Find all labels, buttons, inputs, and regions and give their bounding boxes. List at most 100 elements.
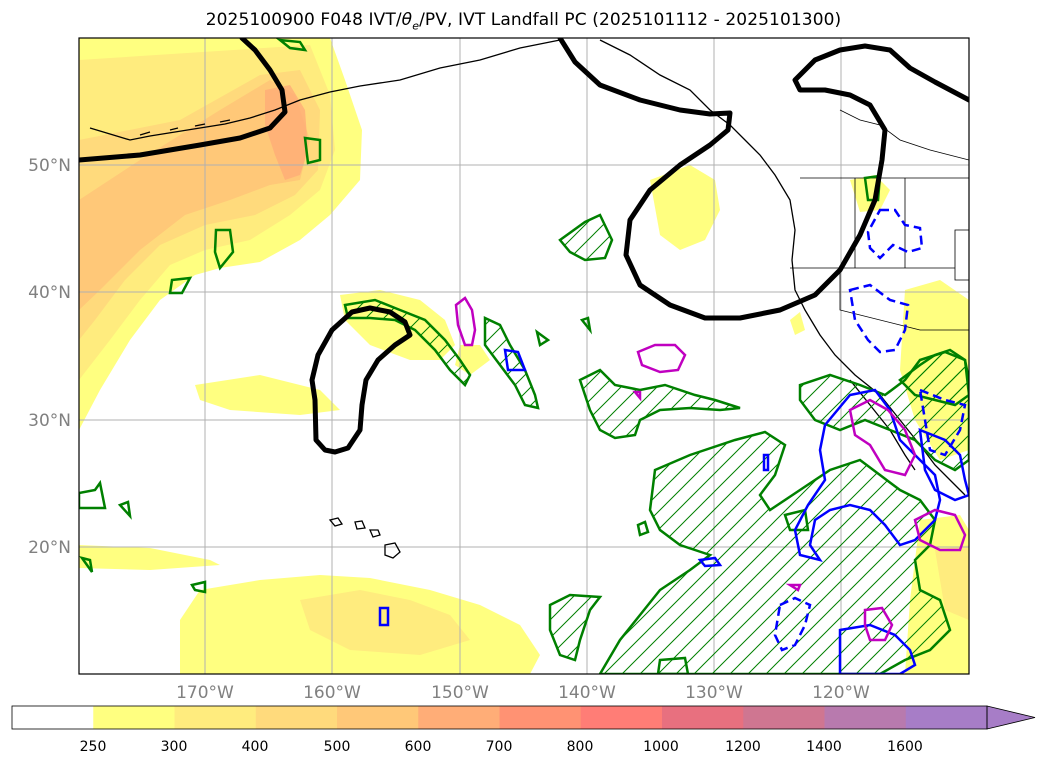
- lat-label-20n: 20°N: [28, 538, 71, 558]
- colorbar-cell: [905, 706, 988, 729]
- lon-label-160w: 160°W: [303, 683, 361, 703]
- interior-border: [839, 109, 969, 161]
- pc-small-2: [303, 136, 322, 165]
- pc-small-9: [863, 174, 882, 202]
- colorbar-cell: [12, 706, 94, 729]
- colorbar-cells: [12, 706, 988, 729]
- lon-label-140w: 140°W: [558, 683, 616, 703]
- hawaii-1: [328, 517, 344, 527]
- pv-contours: [454, 296, 967, 642]
- ivt-shading-south: [79, 545, 220, 570]
- state-border-2: [839, 268, 921, 331]
- pc-region-southeast: [598, 430, 952, 674]
- colorbar-label-800: 800: [567, 739, 594, 755]
- pc-small-6: [79, 555, 94, 573]
- pc-small-7: [190, 580, 207, 594]
- jet-contour-central: [309, 305, 413, 455]
- colorbar-label-300: 300: [161, 739, 188, 755]
- lat-label-40n: 40°N: [28, 283, 71, 303]
- colorbar-label-1600: 1600: [887, 739, 923, 755]
- map-title: 2025100900 F048 IVT/θe/PV, IVT Landfall …: [0, 10, 1047, 32]
- ivt-shading-east-4: [935, 545, 969, 620]
- title-theta-sub: e: [412, 19, 420, 33]
- theta-solid-small-3: [378, 606, 390, 627]
- theta-dashed-south: [773, 596, 812, 652]
- ivt-shading-east-5: [790, 312, 805, 335]
- colorbar-cell: [499, 706, 582, 729]
- theta-contours: [378, 208, 969, 674]
- theta-dashed-east: [918, 388, 967, 457]
- pv-north: [454, 296, 477, 347]
- lon-label-130w: 130°W: [685, 683, 743, 703]
- colorbar-cell: [418, 706, 500, 729]
- pc-small-10: [656, 656, 690, 674]
- colorbar-extend-arrow: [986, 705, 1036, 730]
- theta-solid-east: [918, 428, 969, 502]
- pv-small-2: [785, 583, 802, 592]
- pv-east: [848, 398, 917, 477]
- theta-dashed-mid: [848, 283, 910, 354]
- pc-small-11: [783, 508, 810, 532]
- lon-label-120w: 120°W: [812, 683, 870, 703]
- colorbar: 250 300 400 500 600 700 800 1000 1200 14…: [11, 705, 1036, 755]
- map-frame: [78, 37, 970, 675]
- political-borders: [790, 109, 969, 331]
- jet-contour-west: [79, 38, 288, 163]
- pv-south: [863, 606, 894, 642]
- colorbar-label-500: 500: [324, 739, 351, 755]
- colorbar-label-600: 600: [405, 739, 432, 755]
- colorbar-cell: [337, 706, 419, 729]
- colorbar-frame: [11, 705, 988, 730]
- title-main: 2025100900 F048 IVT/: [205, 10, 402, 30]
- theta-solid-far-south: [838, 623, 917, 674]
- colorbar-cell: [824, 706, 907, 729]
- pv-mid: [636, 343, 687, 374]
- pc-small-13: [535, 329, 551, 347]
- colorbar-label-1200: 1200: [725, 739, 761, 755]
- alaska-coast: [89, 39, 561, 141]
- ivt-shading-northeast: [650, 165, 720, 250]
- pc-small-5: [117, 500, 132, 520]
- colorbar-cell: [662, 706, 744, 729]
- colorbar-labels: 250 300 400 500 600 700 800 1000 1200 14…: [80, 739, 923, 755]
- hawaii-2: [354, 520, 366, 530]
- pc-region-northeast: [558, 213, 614, 262]
- jet-contours: [79, 38, 969, 455]
- colorbar-label-1400: 1400: [806, 739, 842, 755]
- colorbar-label-400: 400: [242, 739, 269, 755]
- ivt-shading-central-2: [195, 375, 340, 415]
- lat-label-50n: 50°N: [28, 156, 71, 176]
- colorbar-cell: [174, 706, 257, 729]
- pc-small-12: [636, 520, 650, 537]
- ivt-shading-south-3: [300, 590, 470, 655]
- title-rest: /PV, IVT Landfall PC (2025101112 - 20251…: [419, 10, 842, 30]
- latitude-labels: 50°N 40°N 30°N 20°N: [28, 156, 71, 558]
- lon-label-170w: 170°W: [176, 683, 234, 703]
- colorbar-cell: [743, 706, 825, 729]
- pc-region-south-small: [548, 593, 603, 662]
- hawaii-3: [369, 529, 381, 538]
- state-border-3: [954, 229, 969, 281]
- colorbar-label-250: 250: [80, 739, 107, 755]
- colorbar-label-1000: 1000: [643, 739, 679, 755]
- theta-solid-small-2: [697, 556, 723, 568]
- colorbar-cell: [255, 706, 338, 729]
- pc-region-mid: [483, 316, 540, 410]
- lat-label-30n: 30°N: [28, 411, 71, 431]
- theta-solid-southeast: [793, 388, 942, 562]
- pv-southeast: [913, 508, 967, 552]
- pc-small-1: [213, 228, 235, 271]
- hawaii-4: [384, 542, 401, 559]
- lon-label-150w: 150°W: [431, 683, 489, 703]
- title-theta: θ: [401, 10, 413, 30]
- theta-solid-small-1: [503, 348, 527, 372]
- pc-region-east-2: [898, 348, 969, 407]
- colorbar-cell: [93, 706, 175, 729]
- pc-region-central: [578, 368, 741, 440]
- pv-small-1: [632, 390, 642, 402]
- pc-small-4: [79, 479, 107, 510]
- ivt-shading-northwest-500: [79, 80, 310, 310]
- ivt-shading-core: [265, 85, 308, 180]
- jet-contour-northeast: [557, 38, 969, 321]
